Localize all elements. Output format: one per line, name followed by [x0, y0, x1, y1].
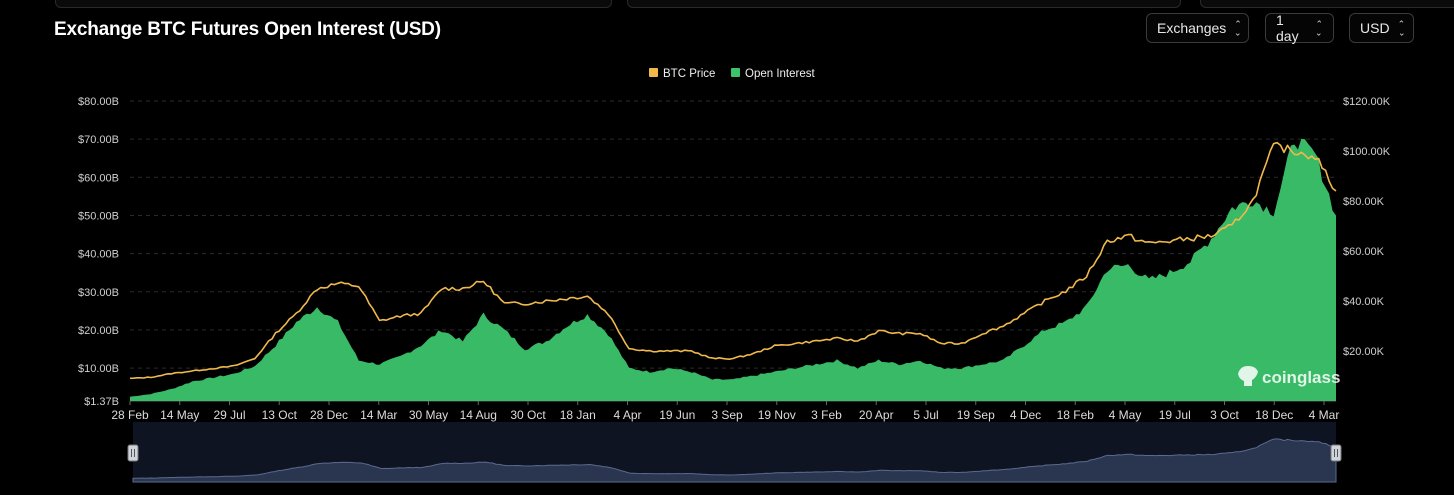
updown-chevron-icon: ⌃ ⌃ — [1234, 19, 1242, 38]
exchanges-select-label: Exchanges — [1157, 20, 1227, 36]
x-tick-label: 13 Oct — [262, 408, 298, 422]
navigator-background — [133, 422, 1336, 482]
legend-swatch — [731, 68, 740, 77]
coinglass-watermark: coinglass — [1238, 366, 1340, 387]
y-left-tick-label: $80.00B — [78, 96, 119, 108]
coinglass-logo-icon — [1238, 366, 1258, 386]
y-left-tick-label: $10.00B — [78, 363, 119, 375]
y-right-tick-label: $100.00K — [1343, 146, 1391, 158]
top-left-panel-edge — [55, 0, 612, 8]
y-left-tick-label: $20.00B — [78, 325, 119, 337]
navigator-series-area — [132, 438, 1337, 483]
exchanges-select[interactable]: Exchanges ⌃ ⌃ — [1146, 13, 1249, 43]
grid-lines — [130, 100, 1336, 402]
y-axis-right: $20.00K $40.00K $60.00K $80.00K $100.00K $120… — [1343, 96, 1391, 358]
navigator-handle[interactable] — [1330, 444, 1342, 462]
y-left-tick-label: $70.00B — [78, 134, 119, 146]
x-tick-label: 18 Dec — [1255, 408, 1293, 422]
x-tick-label: 14 May — [160, 408, 199, 422]
x-tick-label: 4 May — [1109, 408, 1142, 422]
interval-select-label: 1 day — [1276, 12, 1299, 44]
x-tick-label: 3 Sep — [711, 408, 743, 422]
y-left-tick-label: $40.00B — [78, 249, 119, 261]
page-title: Exchange BTC Futures Open Interest (USD) — [54, 19, 441, 40]
interval-select[interactable]: 1 day ⌃ ⌃ — [1265, 12, 1334, 44]
legend[interactable]: BTC Price Open Interest — [649, 68, 815, 80]
series-layer — [129, 138, 1337, 401]
x-tick-label: 19 Jun — [659, 408, 695, 422]
legend-swatch — [649, 68, 658, 77]
x-tick-label: 30 Oct — [510, 408, 546, 422]
x-tick-label: 18 Jan — [560, 408, 596, 422]
x-tick-label: 19 Sep — [957, 408, 995, 422]
x-tick-label: 4 Mar — [1309, 408, 1340, 422]
y-left-tick-label: $60.00B — [78, 172, 119, 184]
x-tick-label: 5 Jul — [913, 408, 938, 422]
updown-chevron-icon: ⌃ ⌃ — [1315, 19, 1323, 38]
x-tick-label: 4 Apr — [613, 408, 641, 422]
currency-select[interactable]: USD ⌃ ⌃ — [1349, 13, 1414, 43]
y-left-tick-label: $50.00B — [78, 210, 119, 222]
btc-price-line — [129, 141, 1337, 380]
y-right-tick-label: $40.00K — [1343, 296, 1385, 308]
y-right-tick-label: $120.00K — [1343, 96, 1391, 108]
x-tick-label: 20 Apr — [859, 408, 894, 422]
y-right-tick-label: $80.00K — [1343, 196, 1385, 208]
y-right-tick-label: $20.00K — [1343, 346, 1385, 358]
x-tick-label: 30 May — [409, 408, 448, 422]
y-axis-left: $1.37B $10.00B $20.00B $30.00B $40.00B $50.00… — [78, 96, 119, 408]
x-tick-label: 19 Nov — [758, 408, 796, 422]
y-left-tick-label: $1.37B — [84, 396, 119, 408]
x-tick-label: 18 Feb — [1057, 408, 1095, 422]
x-tick-label: 28 Dec — [310, 408, 348, 422]
y-right-tick-label: $60.00K — [1343, 246, 1385, 258]
open-interest-area — [130, 138, 1336, 401]
top-right-panel-edge — [1200, 0, 1454, 8]
legend-label: BTC Price — [663, 68, 715, 80]
currency-select-label: USD — [1360, 20, 1390, 36]
x-axis: 28 Feb 14 May 29 Jul 13 Oct 28 Dec 14 Mar 30 M… — [111, 401, 1339, 422]
x-tick-label: 19 Jul — [1159, 408, 1191, 422]
legend-label: Open Interest — [745, 68, 815, 80]
updown-chevron-icon: ⌃ ⌃ — [1397, 19, 1406, 38]
x-tick-label: 28 Feb — [111, 408, 149, 422]
x-tick-label: 4 Dec — [1010, 408, 1041, 422]
y-left-tick-label: $30.00B — [78, 287, 119, 299]
watermark-text: coinglass — [1262, 368, 1340, 387]
navigator-handle[interactable] — [127, 444, 139, 462]
x-tick-label: 29 Jul — [213, 408, 245, 422]
top-middle-panel-edge — [627, 0, 1181, 8]
range-navigator[interactable] — [127, 422, 1342, 483]
x-tick-label: 3 Feb — [811, 408, 842, 422]
x-tick-label: 14 Aug — [460, 408, 497, 422]
x-tick-label: 3 Oct — [1210, 408, 1239, 422]
x-tick-label: 14 Mar — [360, 408, 397, 422]
